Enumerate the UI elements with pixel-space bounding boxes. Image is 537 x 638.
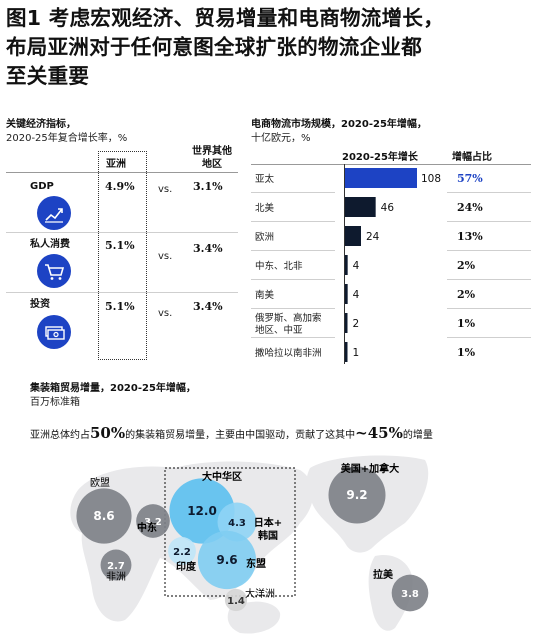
bubble-非洲 [100, 549, 132, 581]
world-map: 8.6 3.2 2.7 12.0 4.3 2.2 9.6 1.4 9.2 3.8 欧盟 中东 非洲… [70, 455, 429, 634]
row-consumption-label: 私人消费 [30, 239, 70, 250]
title-line-1: 图1 考虑宏观经济、贸易增量和电商物流增长， [6, 6, 444, 30]
bar-mark [345, 284, 348, 304]
bubble-value-label: 9.6 [216, 553, 237, 567]
asia-column-highlight [98, 151, 147, 360]
ecom-chart-subtitle: 十亿欧元，% [251, 133, 311, 144]
bar-share-label: 24% [457, 201, 483, 214]
bar-share-label: 57% [457, 172, 483, 185]
row-gdp-rest: 3.1% [193, 180, 223, 193]
container-chart-subtitle: 百万标准箱 [30, 397, 80, 408]
bubble-value-label: 8.6 [93, 509, 114, 523]
bar-share-label: 1% [457, 346, 476, 359]
bar-mark [345, 342, 348, 362]
title-line-2: 布局亚洲对于任何意图全球扩张的物流企业都 [6, 35, 422, 59]
bar-mark [345, 168, 417, 188]
ecom-col-share-header: 增幅占比 [452, 152, 492, 163]
bar-category-label: 地区、中亚 [255, 324, 303, 336]
label-as: 东盟 [246, 557, 266, 570]
shopping-cart-icon [37, 254, 71, 288]
ecom-bar-chart: 亚太 108 57% 北美 46 24% 欧洲 24 13% 中东、北非 4 2% 南美 4 2% 俄罗斯、高… [251, 164, 531, 364]
row-consumption-rest: 3.4% [193, 242, 223, 255]
bubble-value-label: 12.0 [187, 504, 217, 518]
bubble-印度 [168, 537, 196, 565]
bubble-value-label: 1.4 [227, 596, 245, 607]
bar-category-label: 北美 [255, 202, 275, 214]
bar-value-label: 1 [353, 347, 360, 359]
page-title: 图1 考虑宏观经济、贸易增量和电商物流增长， 布局亚洲对于任何意图全球扩张的物流… [6, 4, 531, 91]
row-gdp-label: GDP [30, 181, 54, 192]
bubble-value-label: 9.2 [346, 488, 367, 502]
bar-value-label: 46 [381, 202, 395, 214]
bar-value-label: 2 [353, 318, 360, 330]
row-investment-vs: vs. [158, 308, 173, 319]
bar-mark [345, 255, 348, 275]
bubble-value-label: 3.2 [144, 517, 162, 528]
label-gc: 大中华区 [202, 470, 242, 483]
bubble-value-label: 4.3 [228, 518, 246, 529]
row-divider [6, 292, 238, 293]
bubble-拉美 [391, 574, 429, 612]
bubble-value-label: 3.8 [401, 589, 419, 600]
row-investment-asia: 5.1% [105, 300, 135, 313]
bubble-美国+加拿大 [328, 466, 386, 524]
label-jk-2: 韩国 [258, 529, 278, 542]
container-bubbles: 8.6 3.2 2.7 12.0 4.3 2.2 9.6 1.4 9.2 3.8 [76, 466, 429, 612]
row-investment-label: 投资 [30, 299, 50, 310]
row-gdp-asia: 4.9% [105, 180, 135, 193]
bar-value-label: 24 [366, 231, 380, 243]
bar-mark [345, 197, 376, 217]
callout-pct-asia: 50% [90, 424, 126, 442]
label-la: 拉美 [373, 568, 394, 581]
callout-pct-china: ~45% [355, 424, 403, 442]
callout-text: 亚洲总体约占50%的集装箱贸易增量，主要由中国驱动，贡献了这其中~45%的增量 [30, 424, 433, 442]
ecom-chart-title: 电商物流市场规模，2020-25年增幅， [251, 119, 427, 130]
bar-value-label: 4 [353, 260, 360, 272]
bar-category-label: 亚太 [255, 173, 275, 185]
label-oc: 大洋洲 [245, 587, 275, 600]
bar-mark [345, 226, 361, 246]
bubble-东盟 [197, 530, 257, 590]
row-gdp-vs: vs. [158, 184, 173, 195]
bubble-value-label: 2.7 [107, 561, 125, 572]
col-rest-header: 世界其他 地区 [192, 146, 232, 170]
row-consumption-asia: 5.1% [105, 239, 135, 252]
label-in: 印度 [176, 560, 197, 573]
bar-share-label: 2% [457, 259, 476, 272]
ecom-col-growth-header: 2020-25年增长 [342, 152, 418, 163]
label-us: 美国+加拿大 [341, 462, 399, 475]
row-investment-rest: 3.4% [193, 300, 223, 313]
bubble-中东 [136, 504, 170, 538]
chart-growth-icon [37, 196, 71, 230]
col-asia-header: 亚洲 [106, 159, 126, 170]
left-panel-subheader: 2020-25年复合增长率，% [6, 133, 128, 144]
left-header-rule [6, 172, 238, 173]
label-jk-1: 日本+ [254, 516, 282, 529]
row-consumption-vs: vs. [158, 251, 173, 262]
bar-category-label: 南美 [255, 289, 275, 301]
row-divider [6, 232, 238, 233]
left-panel-header: 关键经济指标， [6, 119, 76, 130]
ecom-header-rule [251, 164, 531, 165]
money-stack-icon [37, 315, 71, 349]
title-line-3: 至关重要 [6, 64, 90, 88]
bar-share-label: 1% [457, 317, 476, 330]
bubble-大洋洲 [224, 588, 248, 612]
bar-mark [345, 313, 348, 333]
bubble-欧盟 [76, 488, 132, 544]
label-af: 非洲 [106, 571, 126, 583]
bar-share-label: 2% [457, 288, 476, 301]
bar-category-label: 欧洲 [255, 231, 274, 243]
label-eu: 欧盟 [90, 477, 110, 489]
bar-share-label: 13% [457, 230, 483, 243]
bar-value-label: 108 [421, 173, 441, 185]
bubble-value-label: 2.2 [173, 547, 191, 558]
bar-category-label: 撒哈拉以南非洲 [255, 347, 322, 359]
container-chart-title: 集装箱贸易增量，2020-25年增幅， [30, 383, 196, 394]
label-me: 中东 [137, 521, 157, 534]
bar-category-label: 中东、北非 [255, 260, 303, 272]
bar-value-label: 4 [353, 289, 360, 301]
bar-category-label: 俄罗斯、高加索 [255, 312, 322, 324]
